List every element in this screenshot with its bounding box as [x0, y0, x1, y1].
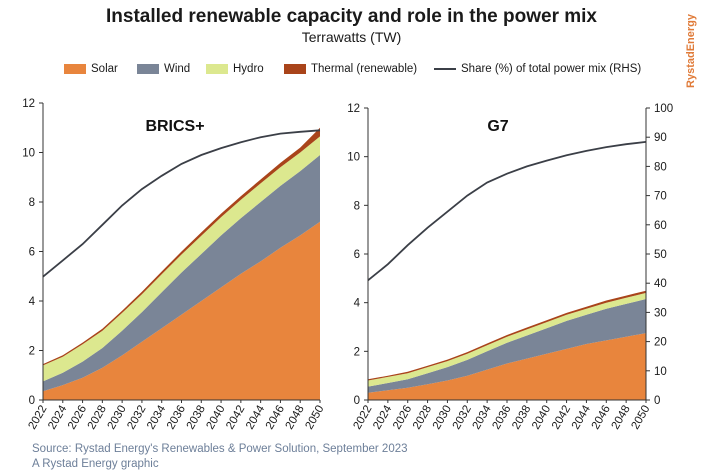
p1-y-tick-label: 4 — [354, 298, 361, 310]
p0-x-tick-label: 2048 — [284, 404, 307, 432]
p1-y2-tick-label: 60 — [654, 220, 667, 232]
p0-y-tick-label: 4 — [29, 296, 36, 308]
legend-item-hydro: Hydro — [206, 63, 264, 75]
p1-area-hydro — [368, 292, 646, 387]
p1-y2-tick-label: 80 — [654, 161, 667, 173]
p0-x-tick-label: 2038 — [185, 404, 208, 432]
legend-swatch-solar — [64, 64, 86, 74]
p1-area-thermal-renewable — [368, 290, 646, 381]
legend-item-solar: Solar — [64, 63, 118, 75]
legend-item-share: Share (%) of total power mix (RHS) — [434, 63, 641, 75]
p1-y-tick-label: 0 — [354, 395, 360, 407]
p1-x-tick-label: 2044 — [570, 403, 593, 432]
p1-y2-tick-label: 40 — [654, 278, 667, 290]
p1-y2-tick-label: 50 — [654, 249, 667, 261]
p1-y-tick-label: 8 — [354, 200, 360, 212]
p1-area-wind — [368, 299, 646, 393]
p0-area-hydro — [43, 136, 320, 382]
legend-label-hydro: Hydro — [233, 63, 264, 75]
p1-y-tick-label: 2 — [354, 346, 360, 358]
p1-x-tick-label: 2048 — [610, 404, 633, 432]
legend: Solar Wind Hydro Thermal (renewable) Sha… — [0, 63, 703, 81]
p0-x-tick-label: 2050 — [303, 404, 326, 432]
chart-subtitle: Terrawatts (TW) — [301, 29, 402, 45]
p0-x-tick-label: 2032 — [125, 404, 148, 432]
p0-share-line — [42, 129, 321, 278]
p1-y-tick-label: 10 — [347, 152, 360, 164]
legend-label-solar: Solar — [91, 63, 118, 75]
p0-y-tick-label: 6 — [29, 247, 35, 259]
legend-item-thermal: Thermal (renewable) — [284, 63, 417, 75]
p0-y-tick-label: 2 — [29, 346, 35, 358]
p1-x-tick-label: 2050 — [629, 404, 652, 432]
legend-label-wind: Wind — [164, 63, 191, 75]
p1-y2-tick-label: 70 — [654, 191, 667, 203]
p0-x-tick-label: 2040 — [204, 404, 227, 432]
p0-y-tick-label: 12 — [22, 98, 35, 110]
p1-x-tick-label: 2038 — [510, 404, 533, 432]
credit-text: A Rystad Energy graphic — [32, 458, 159, 470]
p0-x-tick-label: 2028 — [86, 404, 109, 432]
source-text: Source: Rystad Energy's Renewables & Pow… — [32, 443, 408, 455]
p0-x-tick-label: 2036 — [165, 404, 188, 432]
p0-x-tick-label: 2046 — [264, 404, 287, 432]
p1-x-tick-label: 2032 — [451, 404, 474, 432]
p1-y2-tick-label: 0 — [654, 395, 660, 407]
p0-area-wind — [43, 155, 320, 392]
p0-x-tick-label: 2022 — [26, 404, 49, 432]
p1-share-line — [367, 141, 647, 281]
p1-x-tick-label: 2046 — [590, 404, 613, 432]
p0-panel-title: BRICS+ — [145, 118, 204, 135]
p1-area-solar — [368, 333, 646, 400]
p0-area-solar — [43, 221, 320, 400]
p1-panel-title: G7 — [487, 118, 508, 135]
p1-y2-tick-label: 20 — [654, 337, 667, 349]
p1-y2-tick-label: 30 — [654, 307, 667, 319]
legend-item-wind: Wind — [137, 63, 190, 75]
p1-x-tick-label: 2030 — [431, 404, 454, 432]
p0-x-tick-label: 2026 — [66, 404, 89, 432]
p0-x-tick-label: 2042 — [224, 404, 247, 432]
chart-title: Installed renewable capacity and role in… — [106, 6, 597, 27]
p0-y-tick-label: 8 — [29, 197, 35, 209]
p1-x-tick-label: 2026 — [391, 404, 414, 432]
p1-x-tick-label: 2028 — [411, 404, 434, 432]
p1-x-tick-label: 2034 — [471, 403, 494, 432]
legend-swatch-wind — [137, 64, 159, 74]
p1-y2-tick-label: 100 — [654, 103, 673, 115]
p0-y-tick-label: 0 — [29, 395, 35, 407]
legend-label-thermal: Thermal (renewable) — [311, 63, 418, 75]
p0-x-tick-label: 2044 — [244, 403, 267, 432]
legend-swatch-thermal — [284, 64, 306, 74]
p1-y-tick-label: 12 — [347, 103, 360, 115]
p1-x-tick-label: 2022 — [351, 404, 374, 432]
p1-x-tick-label: 2036 — [490, 404, 513, 432]
p1-x-tick-label: 2040 — [530, 404, 553, 432]
p1-y2-tick-label: 90 — [654, 132, 667, 144]
p1-x-tick-label: 2042 — [550, 404, 573, 432]
legend-label-share: Share (%) of total power mix (RHS) — [461, 63, 642, 75]
p0-x-tick-label: 2030 — [106, 404, 129, 432]
legend-swatch-hydro — [206, 64, 228, 74]
p1-y2-tick-label: 10 — [654, 366, 667, 378]
legend-swatch-share — [434, 68, 456, 70]
p0-x-tick-label: 2034 — [145, 403, 168, 432]
p1-y-tick-label: 6 — [354, 249, 360, 261]
p0-x-tick-label: 2024 — [46, 403, 69, 432]
p1-x-tick-label: 2024 — [371, 403, 394, 432]
source-note: Source: Rystad Energy's Renewables & Pow… — [32, 442, 408, 472]
p0-y-tick-label: 10 — [22, 148, 35, 160]
